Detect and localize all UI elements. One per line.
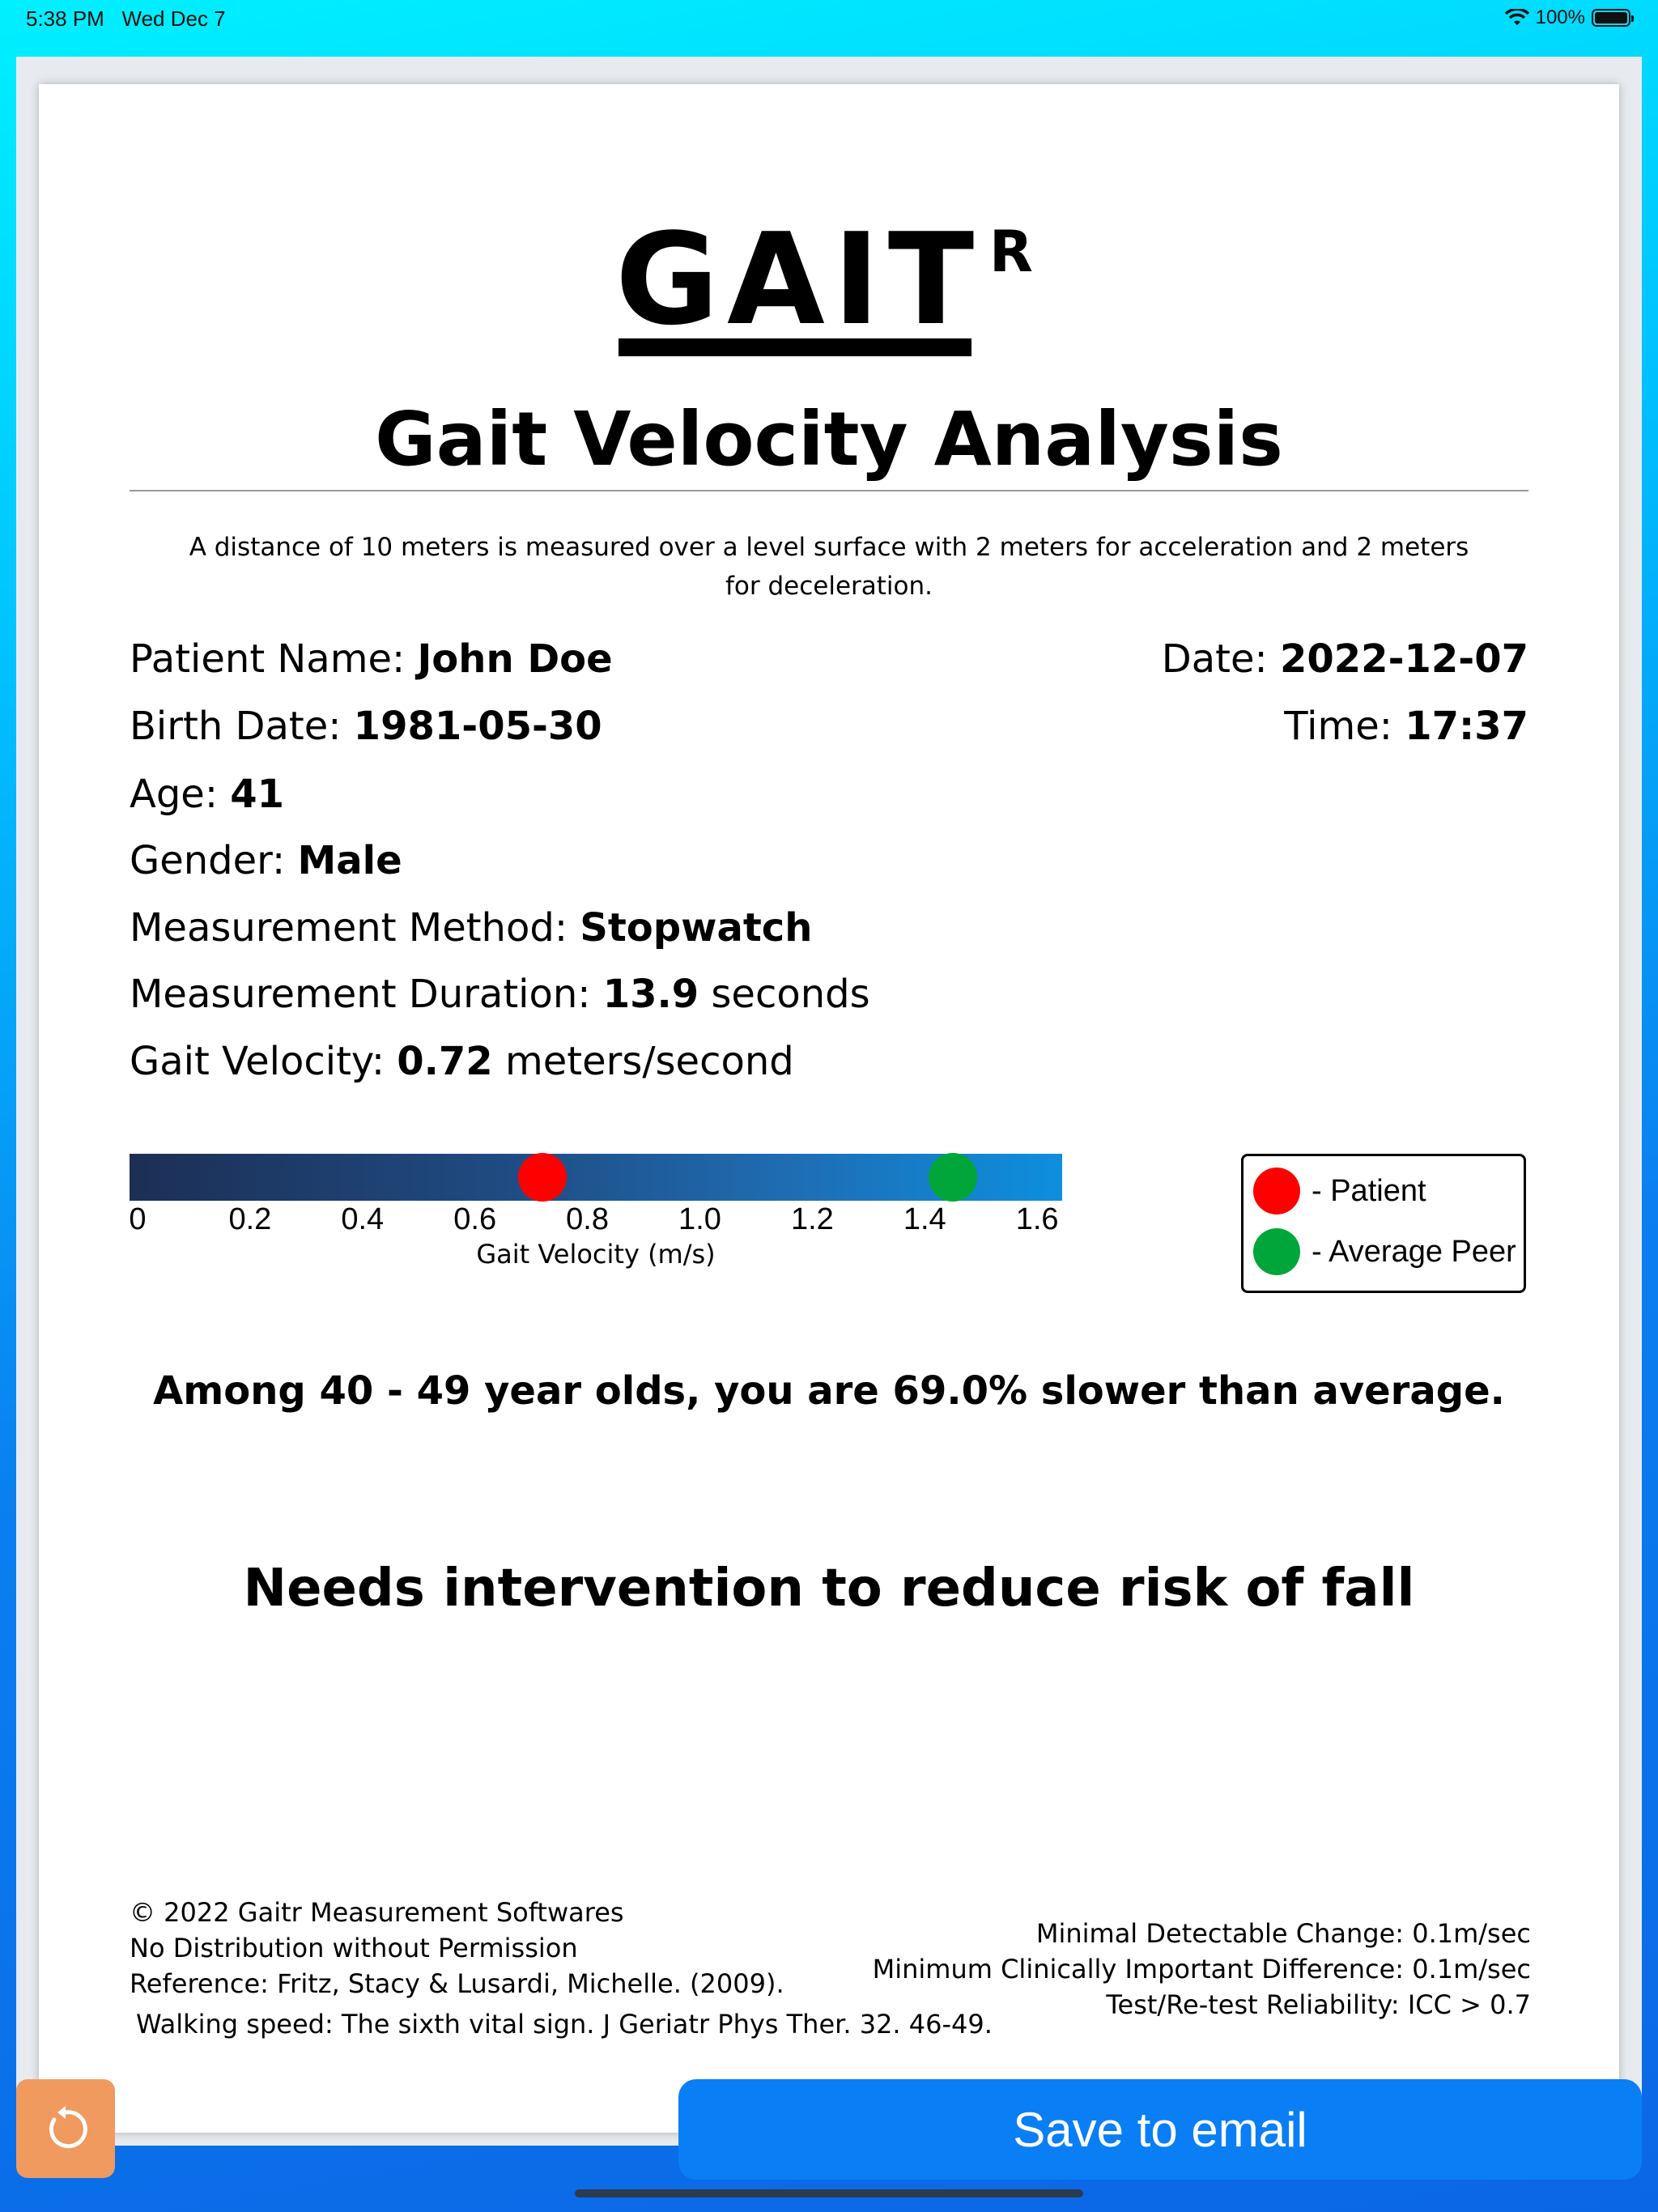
peer-marker xyxy=(928,1153,977,1202)
duration-value: 13.9 xyxy=(602,972,699,1017)
patient-name-row: Patient Name: John Doe xyxy=(130,636,613,682)
save-to-email-button[interactable]: Save to email xyxy=(678,2079,1642,2180)
method-value: Stopwatch xyxy=(580,905,813,951)
velocity-scale-bar xyxy=(130,1153,1062,1202)
copyright: © 2022 Gaitr Measurement Softwares xyxy=(130,1897,624,1928)
scale-tick-label: 0.2 xyxy=(228,1202,272,1236)
gender-value: Male xyxy=(297,838,402,883)
age-row: Age: 41 xyxy=(130,772,285,817)
status-right: 100% xyxy=(1504,6,1634,29)
scale-tick-label: 1.2 xyxy=(790,1202,834,1236)
gender-row: Gender: Male xyxy=(130,838,402,883)
green-dot-icon xyxy=(1253,1228,1300,1275)
age-value: 41 xyxy=(230,772,285,817)
wifi-icon xyxy=(1504,9,1529,25)
time-row: Time: 17:37 xyxy=(1284,704,1528,749)
rotate-left-icon xyxy=(49,2106,87,2149)
report-title: Gait Velocity Analysis xyxy=(375,396,1283,483)
velocity-row: Gait Velocity: 0.72 meters/second xyxy=(130,1039,794,1084)
legend-patient: - Patient xyxy=(1253,1168,1426,1214)
comparison-statement: Among 40 - 49 year olds, you are 69.0% s… xyxy=(153,1368,1505,1414)
gaitr-logo: GAIT R xyxy=(615,206,1052,364)
title-divider xyxy=(130,490,1528,491)
reset-button[interactable] xyxy=(16,2079,115,2178)
logo-superscript: R xyxy=(989,219,1033,285)
method-row: Measurement Method: Stopwatch xyxy=(130,905,813,951)
patient-name: John Doe xyxy=(417,636,613,682)
scale-tick-label: 0.8 xyxy=(566,1202,609,1236)
birth-date-row: Birth Date: 1981-05-30 xyxy=(130,704,602,749)
logo-underline xyxy=(619,338,971,356)
report-page xyxy=(39,84,1619,2133)
scale-legend: - Patient - Average Peer xyxy=(1241,1154,1526,1293)
patient-marker xyxy=(518,1153,568,1202)
citation: Walking speed: The sixth vital sign. J G… xyxy=(136,2009,993,2040)
scale-tick-label: 0.6 xyxy=(453,1202,497,1236)
velocity-value: 0.72 xyxy=(397,1039,493,1084)
recommendation: Needs intervention to reduce risk of fal… xyxy=(243,1559,1415,1619)
birth-date: 1981-05-30 xyxy=(353,704,602,749)
scale-tick-label: 1.0 xyxy=(678,1202,721,1236)
logo-text: GAIT xyxy=(615,206,983,353)
reliability-note: Test/Re-test Reliability: ICC > 0.7 xyxy=(1106,1989,1531,2020)
status-time: 5:38 PM Wed Dec 7 xyxy=(26,6,226,31)
scale-tick-label: 0.4 xyxy=(341,1202,385,1236)
footer-right: Minimal Detectable Change: 0.1m/sec Mini… xyxy=(873,1916,1531,2023)
time-value: 17:37 xyxy=(1405,704,1528,749)
date-row: Date: 2022-12-07 xyxy=(1161,636,1528,682)
battery-icon xyxy=(1592,9,1634,27)
legend-peer: - Average Peer xyxy=(1253,1228,1516,1275)
test-description: A distance of 10 meters is measured over… xyxy=(189,533,1469,601)
mdc-note: Minimal Detectable Change: 0.1m/sec xyxy=(1035,1918,1531,1949)
duration-row: Measurement Duration: 13.9 seconds xyxy=(130,972,870,1017)
scale-tick-label: 0 xyxy=(129,1202,147,1236)
battery-percent: 100% xyxy=(1535,6,1585,28)
reference: Reference: Fritz, Stacy & Lusardi, Miche… xyxy=(130,1968,784,1999)
status-bar: 5:38 PM Wed Dec 7 100% xyxy=(0,0,1658,39)
scale-tick-label: 1.4 xyxy=(903,1202,946,1236)
scale-ticks: 0 0.2 0.4 0.6 0.8 1.0 1.2 1.4 1.6 xyxy=(129,1202,1062,1238)
distribution-note: No Distribution without Permission xyxy=(130,1933,578,1963)
red-dot-icon xyxy=(1253,1168,1300,1214)
scale-tick-label: 1.6 xyxy=(1015,1202,1059,1236)
mcid-note: Minimum Clinically Important Difference:… xyxy=(872,1954,1531,1984)
date-value: 2022-12-07 xyxy=(1279,636,1528,682)
scale-axis-label: Gait Velocity (m/s) xyxy=(476,1239,716,1270)
home-indicator xyxy=(575,2189,1083,2197)
footer-left: © 2022 Gaitr Measurement Softwares No Di… xyxy=(130,1895,993,2042)
